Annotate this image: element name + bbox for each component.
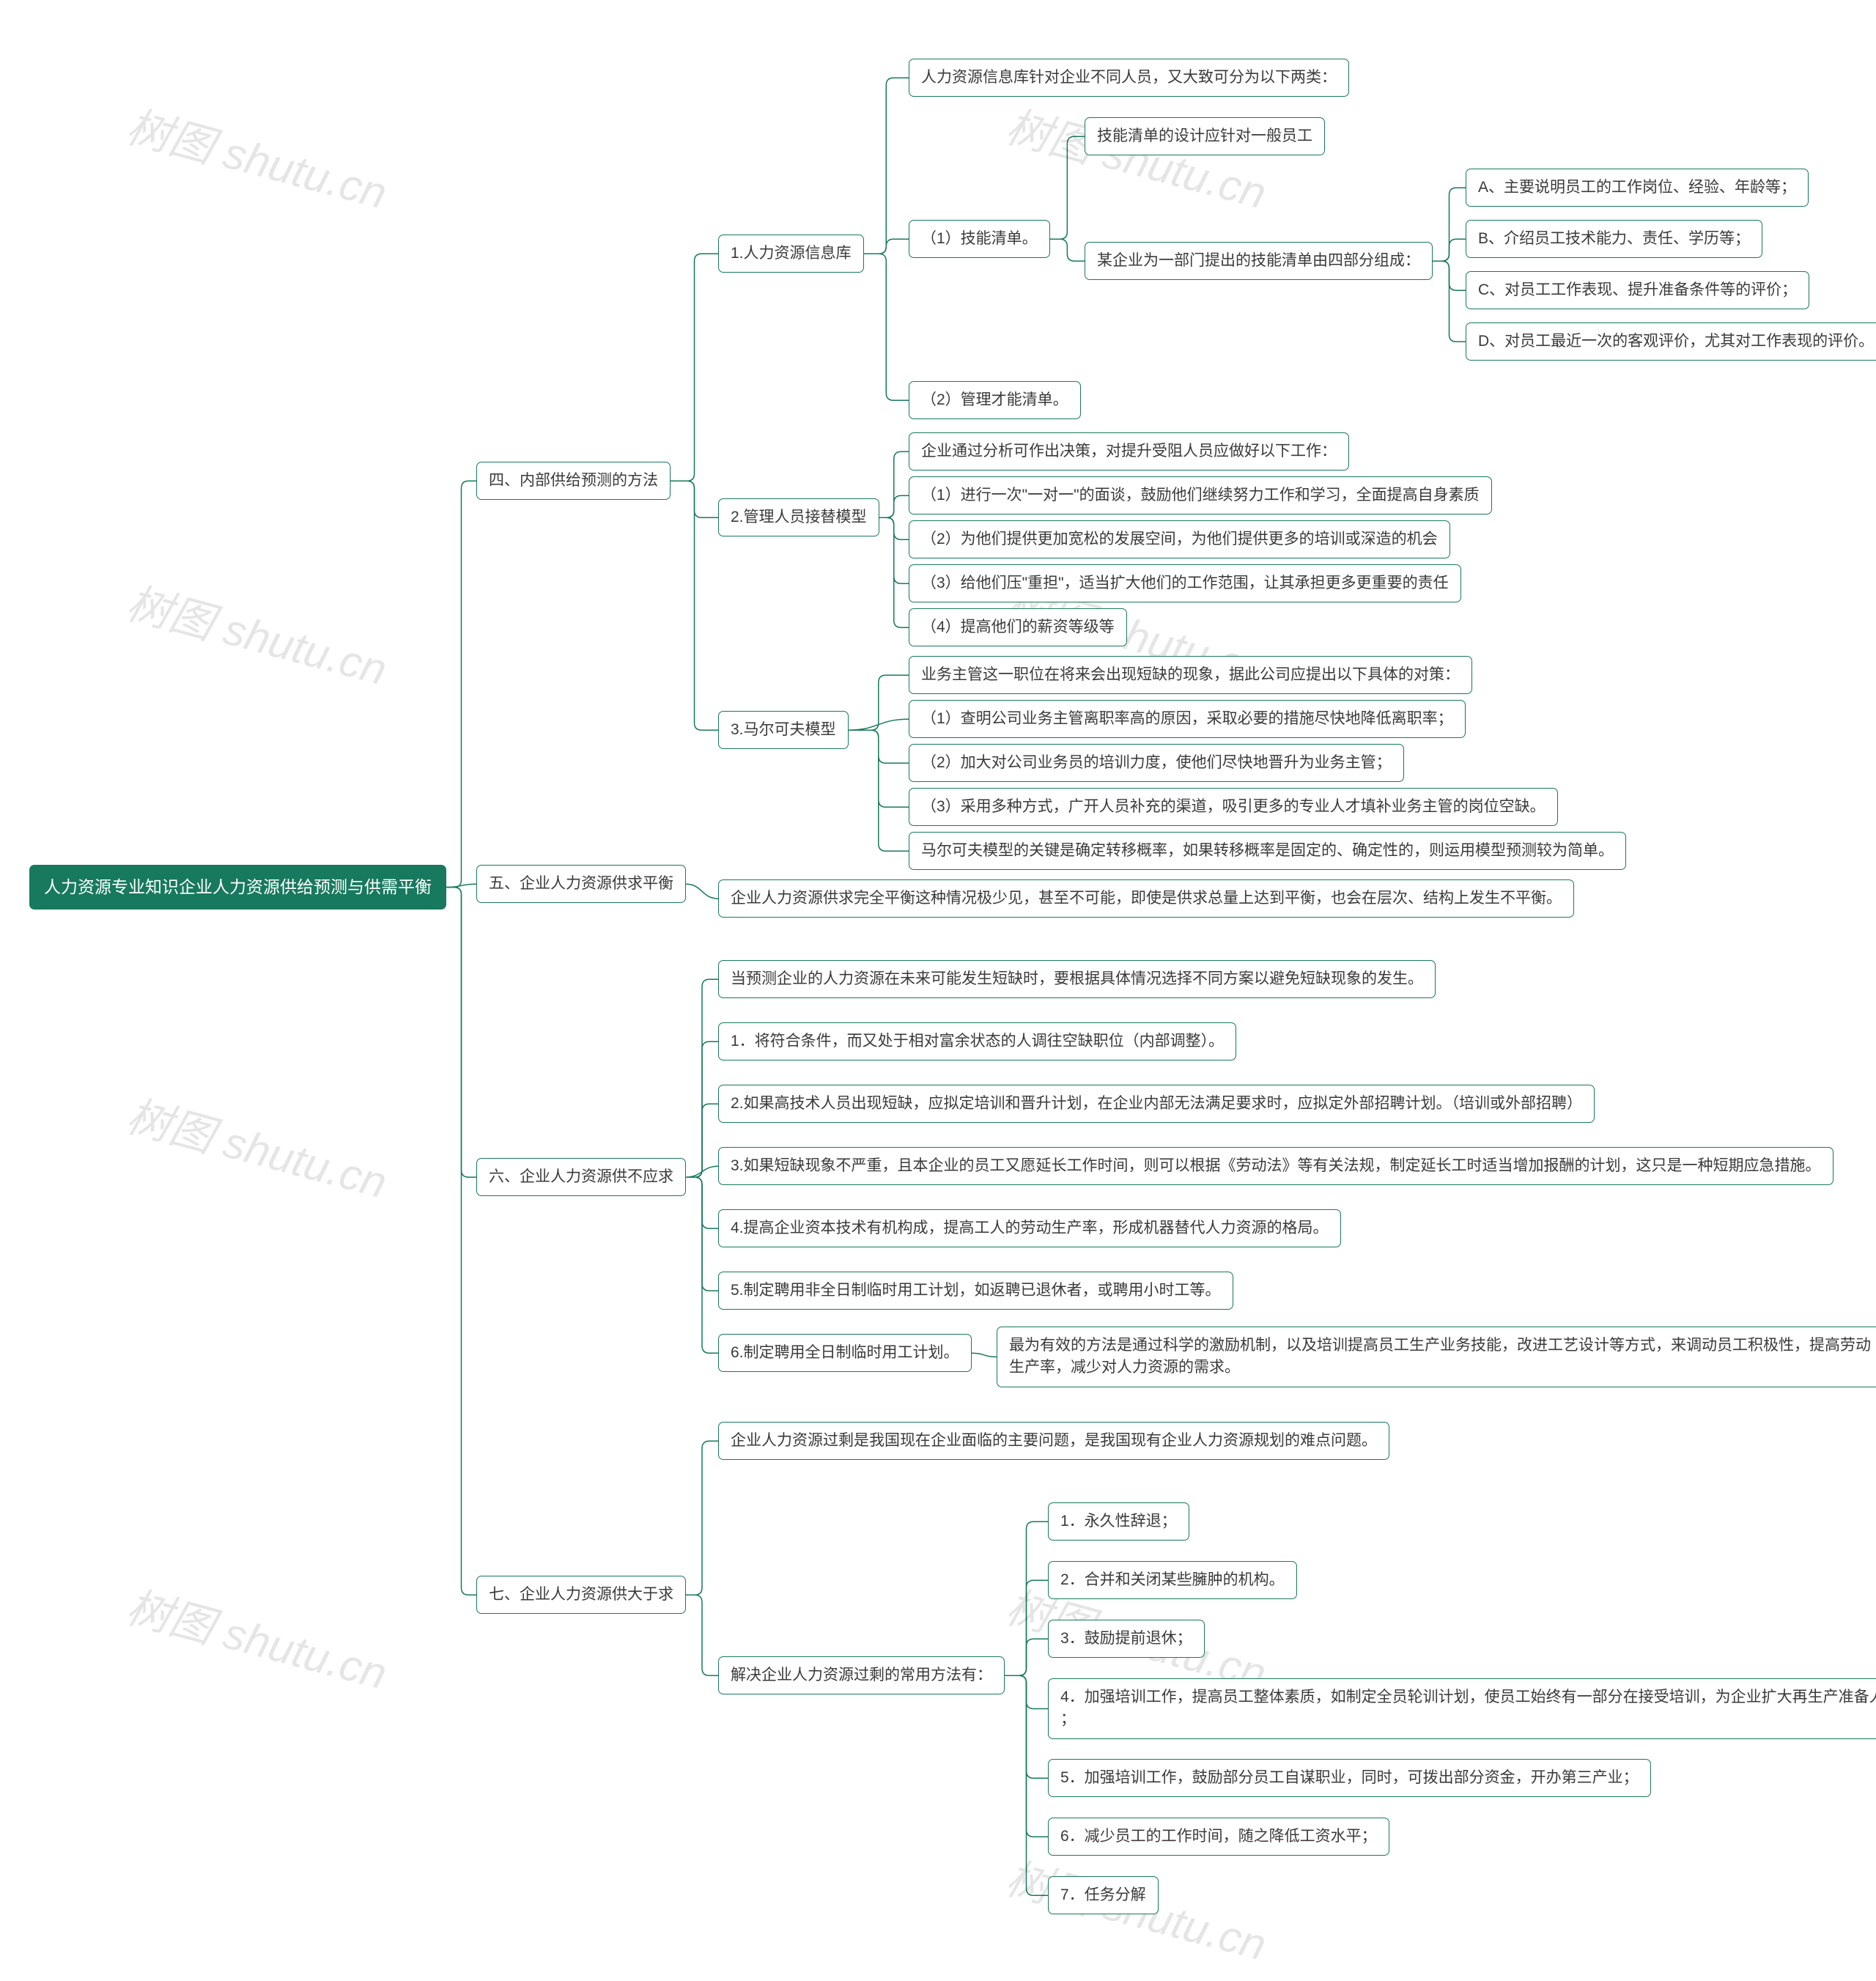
- tree-node[interactable]: 3.马尔可夫模型: [718, 711, 849, 749]
- tree-node[interactable]: 人力资源信息库针对企业不同人员，又大致可分为以下两类：: [909, 59, 1349, 97]
- tree-node[interactable]: 1．永久性辞退；: [1048, 1502, 1189, 1541]
- watermark: 树图 shutu.cn: [121, 1080, 395, 1211]
- watermark: 树图 shutu.cn: [121, 91, 395, 221]
- tree-node[interactable]: （2）管理才能清单。: [909, 381, 1081, 419]
- tree-node[interactable]: C、对员工工作表现、提升准备条件等的评价；: [1466, 271, 1809, 309]
- tree-node[interactable]: 5．加强培训工作，鼓励部分员工自谋职业，同时，可拨出部分资金，开办第三产业；: [1048, 1759, 1651, 1797]
- tree-node[interactable]: 企业人力资源供求完全平衡这种情况极少见，甚至不可能，即使是供求总量上达到平衡，也…: [718, 879, 1574, 918]
- tree-node[interactable]: 6．减少员工的工作时间，随之降低工资水平；: [1048, 1818, 1389, 1856]
- tree-node[interactable]: 企业通过分析可作出决策，对提升受阻人员应做好以下工作：: [909, 432, 1349, 471]
- tree-node[interactable]: 2.管理人员接替模型: [718, 498, 879, 536]
- root-node[interactable]: 人力资源专业知识企业人力资源供给预测与供需平衡: [29, 865, 446, 910]
- tree-node[interactable]: （1）进行一次"一对一"的面谈，鼓励他们继续努力工作和学习，全面提高自身素质: [909, 476, 1492, 514]
- tree-node[interactable]: 七、企业人力资源供大于求: [476, 1576, 686, 1614]
- tree-node[interactable]: （1）技能清单。: [909, 220, 1050, 258]
- tree-node[interactable]: 企业人力资源过剩是我国现在企业面临的主要问题，是我国现有企业人力资源规划的难点问…: [718, 1422, 1389, 1460]
- tree-node[interactable]: 最为有效的方法是通过科学的激励机制，以及培训提高员工生产业务技能，改进工艺设计等…: [997, 1327, 1876, 1387]
- tree-node[interactable]: （1）查明公司业务主管离职率高的原因，采取必要的措施尽快地降低离职率；: [909, 700, 1466, 738]
- tree-node[interactable]: （4）提高他们的薪资等级等: [909, 608, 1127, 646]
- tree-node[interactable]: 马尔可夫模型的关键是确定转移概率，如果转移概率是固定的、确定性的，则运用模型预测…: [909, 832, 1626, 870]
- tree-node[interactable]: 6.制定聘用全日制临时用工计划。: [718, 1334, 972, 1372]
- tree-node[interactable]: （2）为他们提供更加宽松的发展空间，为他们提供更多的培训或深造的机会: [909, 520, 1450, 558]
- tree-node[interactable]: D、对员工最近一次的客观评价，尤其对工作表现的评价。: [1466, 322, 1876, 361]
- tree-node[interactable]: 5.制定聘用非全日制临时用工计划，如返聘已退休者，或聘用小时工等。: [718, 1272, 1233, 1310]
- watermark: 树图 shutu.cn: [1000, 91, 1274, 221]
- tree-node[interactable]: 1.人力资源信息库: [718, 235, 864, 273]
- tree-node[interactable]: 7．任务分解: [1048, 1876, 1159, 1914]
- tree-node[interactable]: 3．鼓励提前退休；: [1048, 1620, 1205, 1658]
- tree-node[interactable]: （3）采用多种方式，广开人员补充的渠道，吸引更多的专业人才填补业务主管的岗位空缺…: [909, 788, 1558, 826]
- tree-node[interactable]: （2）加大对公司业务员的培训力度，使他们尽快地晋升为业务主管；: [909, 744, 1404, 782]
- tree-node[interactable]: 2．合并和关闭某些臃肿的机构。: [1048, 1561, 1297, 1599]
- tree-node[interactable]: 五、企业人力资源供求平衡: [476, 865, 686, 903]
- tree-node[interactable]: 1．将符合条件，而又处于相对富余状态的人调往空缺职位（内部调整）。: [718, 1022, 1236, 1060]
- tree-node[interactable]: 四、内部供给预测的方法: [476, 462, 671, 500]
- mindmap-canvas: 树图 shutu.cn 树图 shutu.cn 树图 shutu.cn 树图 shut…: [0, 0, 1876, 1981]
- tree-node[interactable]: B、介绍员工技术能力、责任、学历等；: [1466, 220, 1762, 258]
- tree-node[interactable]: A、主要说明员工的工作岗位、经验、年龄等；: [1466, 169, 1809, 207]
- tree-node[interactable]: 技能清单的设计应针对一般员工: [1085, 117, 1325, 155]
- tree-node[interactable]: 六、企业人力资源供不应求: [476, 1158, 686, 1196]
- watermark: 树图 shutu.cn: [121, 1571, 395, 1702]
- tree-node[interactable]: 4．加强培训工作，提高员工整体素质，如制定全员轮训计划，使员工始终有一部分在接受…: [1048, 1678, 1876, 1739]
- tree-node[interactable]: 当预测企业的人力资源在未来可能发生短缺时，要根据具体情况选择不同方案以避免短缺现…: [718, 960, 1436, 998]
- tree-node[interactable]: 某企业为一部门提出的技能清单由四部分组成：: [1085, 242, 1433, 280]
- tree-node[interactable]: 2.如果高技术人员出现短缺，应拟定培训和晋升计划，在企业内部无法满足要求时，应拟…: [718, 1085, 1595, 1123]
- watermark: 树图 shutu.cn: [121, 567, 395, 698]
- tree-node[interactable]: 解决企业人力资源过剩的常用方法有：: [718, 1656, 1005, 1694]
- tree-node[interactable]: 3.如果短缺现象不严重，且本企业的员工又愿延长工作时间，则可以根据《劳动法》等有…: [718, 1147, 1833, 1185]
- tree-node[interactable]: （3）给他们压"重担"，适当扩大他们的工作范围，让其承担更多更重要的责任: [909, 564, 1461, 602]
- tree-node[interactable]: 4.提高企业资本技术有机构成，提高工人的劳动生产率，形成机器替代人力资源的格局。: [718, 1209, 1341, 1247]
- tree-node[interactable]: 业务主管这一职位在将来会出现短缺的现象，据此公司应提出以下具体的对策：: [909, 656, 1472, 694]
